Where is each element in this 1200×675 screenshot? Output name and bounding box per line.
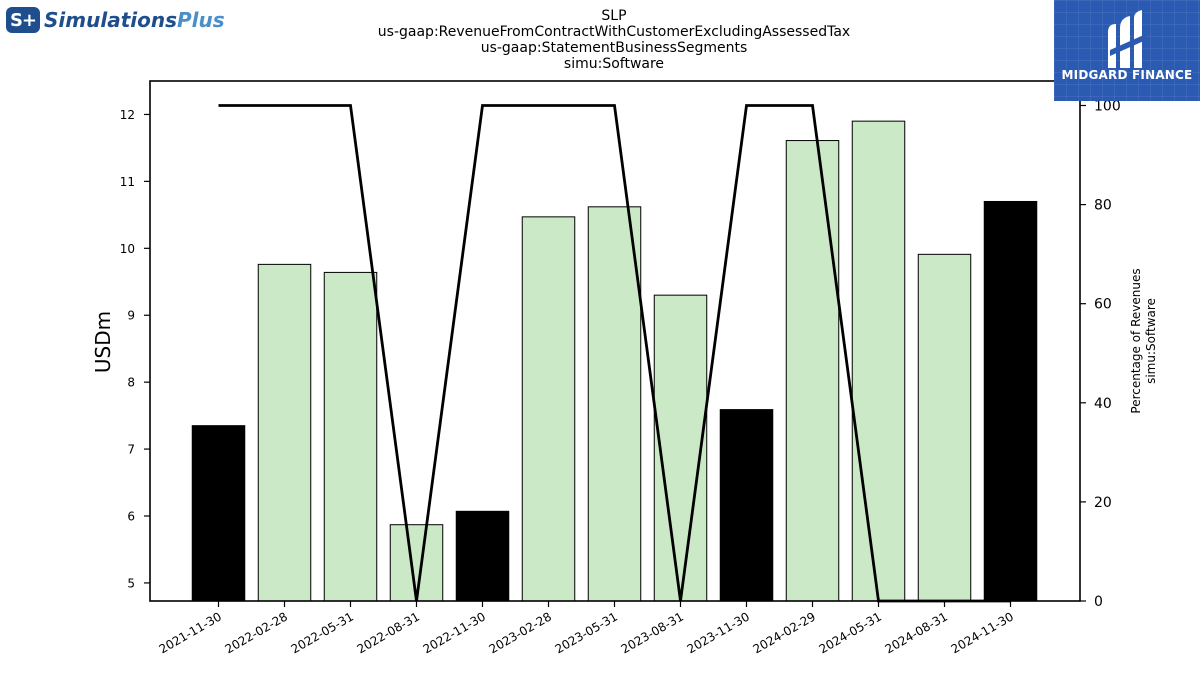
brand-name-plus: Plus <box>177 8 225 32</box>
chart-title-line: us-gaap:RevenueFromContractWithCustomerE… <box>378 24 850 40</box>
x-tick-label: 2022-05-31 <box>289 609 356 656</box>
y2-tick-label: 0 <box>1094 594 1103 610</box>
x-tick-label: 2022-02-28 <box>223 609 290 656</box>
y2-axis-label: Percentage of Revenues <box>1129 268 1143 413</box>
y-tick-label: 10 <box>120 242 135 256</box>
y-axis-left: 5 6 7 8 9 10 11 12 USDm <box>91 108 150 590</box>
bar <box>587 206 642 602</box>
bar-series <box>191 120 1038 602</box>
y2-tick-label: 20 <box>1094 495 1112 511</box>
y-axis-right: 0 20 40 60 80 100 Percentage of Revenues simu:S… <box>1080 99 1158 610</box>
y2-tick-label: 40 <box>1094 396 1112 412</box>
chart-title-line: simu:Software <box>564 56 664 72</box>
x-tick-label: 2024-11-30 <box>949 609 1016 656</box>
bar <box>719 409 774 602</box>
bar <box>521 216 576 602</box>
simulations-plus-logo: S+ SimulationsPlus <box>6 6 225 34</box>
x-tick-label: 2023-11-30 <box>685 609 752 656</box>
bar <box>257 263 312 602</box>
bar <box>917 253 972 602</box>
bar <box>323 271 378 602</box>
brand-name-main: Simulations <box>44 8 177 32</box>
bar <box>455 510 510 602</box>
y2-tick-label: 60 <box>1094 297 1112 313</box>
chart-title-line: SLP <box>601 8 626 24</box>
x-axis: 2021-11-302022-02-282022-05-312022-08-31… <box>157 601 1016 656</box>
y-tick-label: 8 <box>127 376 135 390</box>
y2-tick-label: 80 <box>1094 198 1112 214</box>
y-tick-label: 11 <box>120 175 135 189</box>
x-tick-label: 2022-08-31 <box>355 609 422 656</box>
x-tick-label: 2024-08-31 <box>883 609 950 656</box>
x-tick-label: 2021-11-30 <box>157 609 224 656</box>
y-axis-label: USDm <box>91 311 115 373</box>
y-tick-label: 6 <box>127 510 135 524</box>
x-tick-label: 2023-08-31 <box>619 609 686 656</box>
y-tick-label: 7 <box>127 443 135 457</box>
chart-title-line: us-gaap:StatementBusinessSegments <box>481 40 748 56</box>
midgard-brand-name: MIDGARD FINANCE <box>1061 68 1193 82</box>
y-tick-label: 5 <box>127 576 135 590</box>
brand-badge: S+ <box>6 7 40 33</box>
bar <box>191 425 246 602</box>
bar <box>983 200 1038 602</box>
y2-axis-label: simu:Software <box>1144 298 1158 384</box>
y2-tick-label: 100 <box>1094 99 1121 115</box>
midgard-finance-logo: MIDGARD FINANCE <box>1054 0 1200 101</box>
chart-title: SLPus-gaap:RevenueFromContractWithCustom… <box>378 8 850 72</box>
x-tick-label: 2024-02-29 <box>751 609 818 656</box>
x-tick-label: 2022-11-30 <box>421 609 488 656</box>
y-tick-label: 9 <box>127 309 135 323</box>
x-tick-label: 2024-05-31 <box>817 609 884 656</box>
y-tick-label: 12 <box>120 108 135 122</box>
bar <box>785 140 840 602</box>
x-tick-label: 2023-05-31 <box>553 609 620 656</box>
x-tick-label: 2023-02-28 <box>487 609 554 656</box>
bar <box>851 120 906 602</box>
bar <box>389 524 444 602</box>
bar <box>653 294 708 602</box>
brand-name: SimulationsPlus <box>44 8 225 32</box>
midgard-mark-icon <box>1108 10 1146 68</box>
